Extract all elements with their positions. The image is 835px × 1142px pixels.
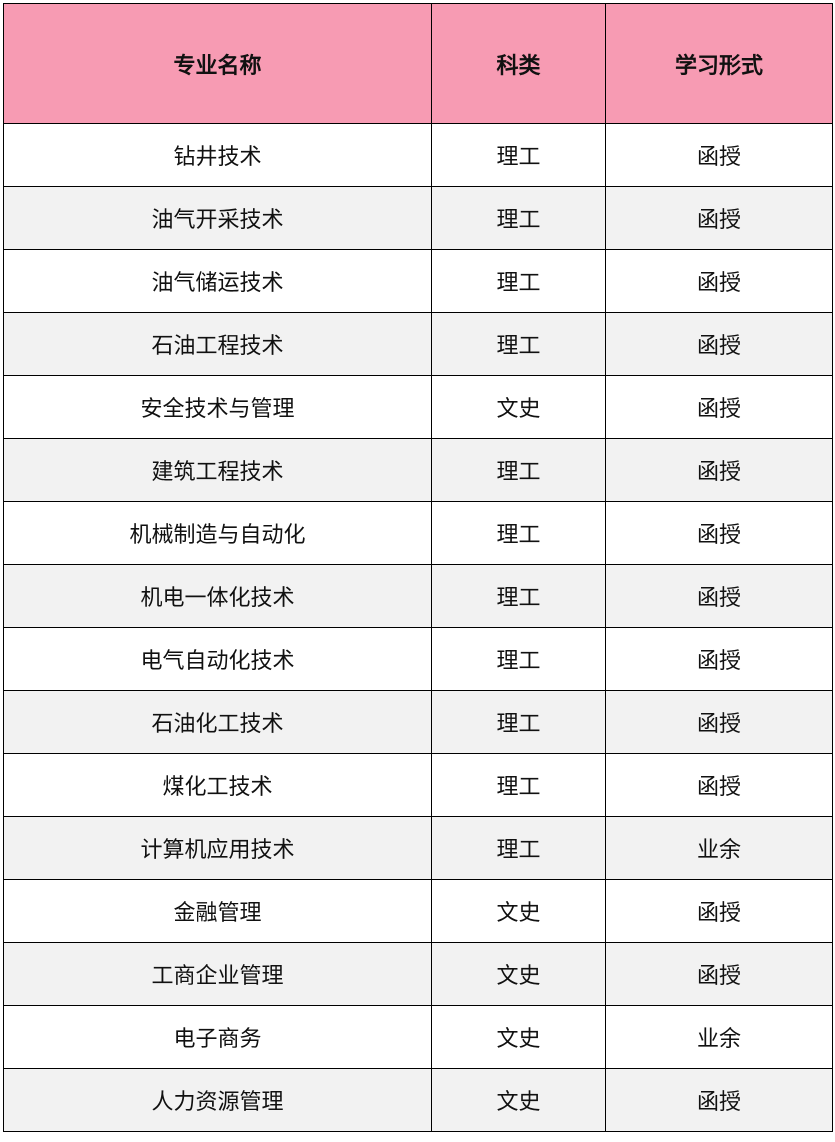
cell-category: 文史 (431, 879, 606, 943)
cell-study-mode: 业余 (605, 816, 833, 880)
table-row: 建筑工程技术 理工 函授 (3, 438, 833, 502)
table-row: 人力资源管理 文史 函授 (3, 1068, 833, 1132)
cell-study-mode: 函授 (605, 375, 833, 439)
table-row: 煤化工技术 理工 函授 (3, 753, 833, 817)
cell-category: 理工 (431, 501, 606, 565)
header-study-mode: 学习形式 (605, 3, 833, 124)
table-row: 机械制造与自动化 理工 函授 (3, 501, 833, 565)
cell-study-mode: 函授 (605, 438, 833, 502)
cell-major-name: 计算机应用技术 (3, 816, 432, 880)
cell-major-name: 安全技术与管理 (3, 375, 432, 439)
cell-category: 理工 (431, 816, 606, 880)
table-row: 电子商务 文史 业余 (3, 1005, 833, 1069)
table-row: 石油化工技术 理工 函授 (3, 690, 833, 754)
table-row: 安全技术与管理 文史 函授 (3, 375, 833, 439)
cell-major-name: 工商企业管理 (3, 942, 432, 1006)
cell-category: 理工 (431, 438, 606, 502)
cell-major-name: 钻井技术 (3, 123, 432, 187)
cell-category: 理工 (431, 627, 606, 691)
cell-major-name: 电气自动化技术 (3, 627, 432, 691)
cell-study-mode: 函授 (605, 501, 833, 565)
cell-major-name: 建筑工程技术 (3, 438, 432, 502)
cell-major-name: 人力资源管理 (3, 1068, 432, 1132)
table-row: 机电一体化技术 理工 函授 (3, 564, 833, 628)
cell-study-mode: 函授 (605, 627, 833, 691)
header-major-name: 专业名称 (3, 3, 432, 124)
cell-category: 理工 (431, 249, 606, 313)
table-row: 工商企业管理 文史 函授 (3, 942, 833, 1006)
cell-major-name: 机械制造与自动化 (3, 501, 432, 565)
cell-study-mode: 函授 (605, 564, 833, 628)
cell-category: 理工 (431, 123, 606, 187)
cell-study-mode: 函授 (605, 753, 833, 817)
cell-major-name: 电子商务 (3, 1005, 432, 1069)
majors-table: 专业名称 科类 学习形式 钻井技术 理工 函授 油气开采技术 理工 函授 油气储运技术 理工函… (3, 3, 833, 1132)
cell-category: 理工 (431, 753, 606, 817)
cell-category: 理工 (431, 186, 606, 250)
header-row: 专业名称 科类 学习形式 (3, 3, 833, 124)
cell-study-mode: 函授 (605, 879, 833, 943)
cell-category: 文史 (431, 942, 606, 1006)
cell-study-mode: 函授 (605, 123, 833, 187)
table-row: 油气储运技术 理工 函授 (3, 249, 833, 313)
cell-major-name: 金融管理 (3, 879, 432, 943)
cell-category: 文史 (431, 375, 606, 439)
table-row: 油气开采技术 理工 函授 (3, 186, 833, 250)
cell-category: 理工 (431, 312, 606, 376)
cell-study-mode: 函授 (605, 942, 833, 1006)
cell-study-mode: 函授 (605, 1068, 833, 1132)
cell-category: 理工 (431, 564, 606, 628)
table-row: 石油工程技术 理工 函授 (3, 312, 833, 376)
cell-major-name: 石油工程技术 (3, 312, 432, 376)
table-row: 钻井技术 理工 函授 (3, 123, 833, 187)
cell-major-name: 机电一体化技术 (3, 564, 432, 628)
cell-study-mode: 函授 (605, 186, 833, 250)
cell-major-name: 油气开采技术 (3, 186, 432, 250)
cell-category: 理工 (431, 690, 606, 754)
cell-study-mode: 函授 (605, 312, 833, 376)
cell-study-mode: 函授 (605, 249, 833, 313)
cell-category: 文史 (431, 1068, 606, 1132)
table-row: 金融管理 文史 函授 (3, 879, 833, 943)
table-row: 电气自动化技术 理工 函授 (3, 627, 833, 691)
cell-category: 文史 (431, 1005, 606, 1069)
table-row: 计算机应用技术 理工 业余 (3, 816, 833, 880)
cell-study-mode: 函授 (605, 690, 833, 754)
cell-major-name: 石油化工技术 (3, 690, 432, 754)
cell-major-name: 油气储运技术 (3, 249, 432, 313)
cell-major-name: 煤化工技术 (3, 753, 432, 817)
cell-study-mode: 业余 (605, 1005, 833, 1069)
header-category: 科类 (431, 3, 606, 124)
